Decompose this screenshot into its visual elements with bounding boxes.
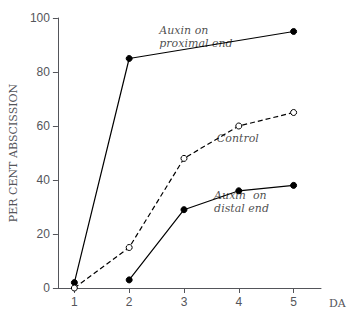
- svg-text:DA: DA: [329, 297, 347, 310]
- svg-text:2: 2: [126, 295, 133, 309]
- svg-text:1: 1: [71, 295, 78, 309]
- svg-text:4: 4: [235, 295, 242, 309]
- svg-text:80: 80: [37, 65, 51, 79]
- svg-text:5: 5: [290, 295, 297, 309]
- svg-text:Auxin on: Auxin on: [158, 24, 208, 37]
- svg-text:40: 40: [37, 173, 51, 187]
- svg-text:PER CENT ABSCISSION: PER CENT ABSCISSION: [7, 83, 20, 222]
- svg-text:Control: Control: [217, 132, 259, 145]
- svg-text:3: 3: [181, 295, 188, 309]
- svg-text:distal end: distal end: [214, 202, 269, 215]
- svg-text:0: 0: [43, 281, 50, 295]
- svg-text:Auxin on: Auxin on: [214, 189, 267, 203]
- svg-text:proximal end: proximal end: [159, 37, 233, 51]
- svg-text:60: 60: [37, 119, 51, 133]
- svg-text:20: 20: [37, 227, 51, 241]
- svg-text:100: 100: [30, 11, 50, 25]
